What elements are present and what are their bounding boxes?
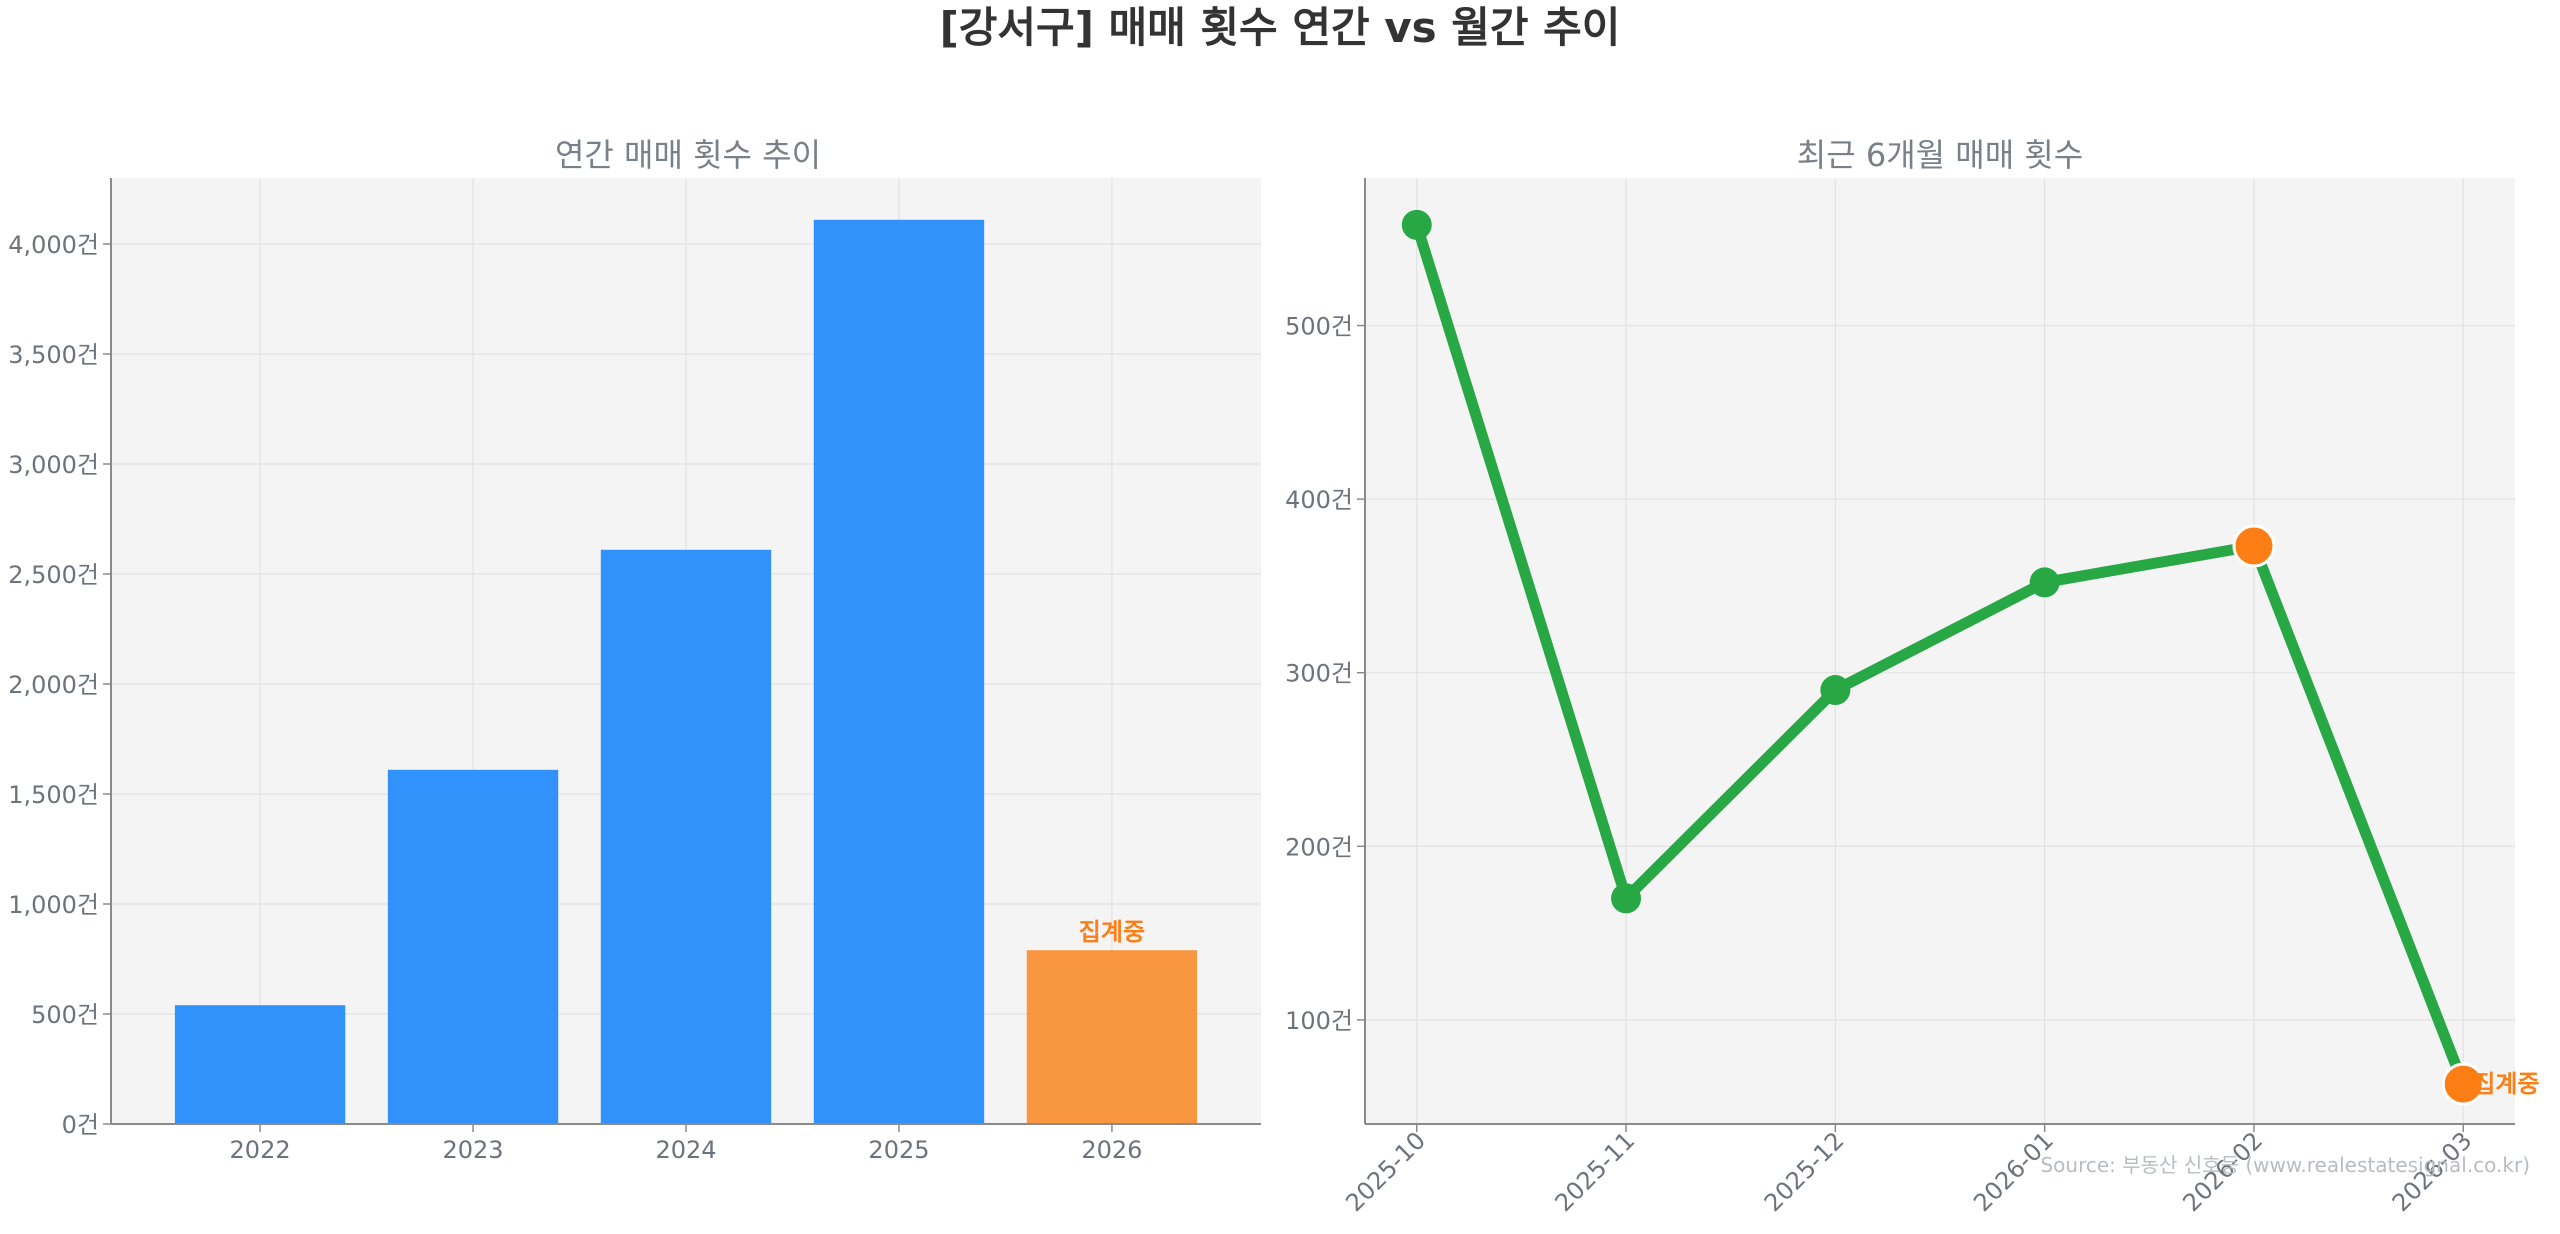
monthly-grid (1365, 178, 2515, 1124)
monthly-series-line (1411, 219, 2469, 1090)
annual-bar-2024 (600, 549, 772, 1124)
monthly-point-2026-03 (2441, 1062, 2485, 1106)
annual-y-tick-label: 500건 (31, 1001, 99, 1029)
annual-chart-title: 연간 매매 횟수 추이 (555, 136, 821, 174)
monthly-chart-title: 최근 6개월 매매 횟수 (1797, 136, 2083, 174)
monthly-y-ticks: 100건 200건 300건 400건 500건 (1285, 313, 1365, 1035)
monthly-y-tick-label: 400건 (1285, 486, 1353, 514)
annual-bar-chart: 연간 매매 횟수 추이 집계중 0건 500건 1,000건 1,500건 2,000건… (8, 136, 1261, 1164)
monthly-y-tick-label: 100건 (1285, 1007, 1353, 1035)
monthly-x-tick-label: 2025-10 (1340, 1126, 1431, 1217)
annual-y-ticks: 0건 500건 1,000건 1,500건 2,000건 2,500건 3,000건 3,50… (8, 231, 111, 1139)
figure-title: [강서구] 매매 횟수 연간 vs 월간 추이 (940, 3, 1621, 52)
monthly-point-2025-12 (1820, 675, 1851, 706)
annual-bar-2025 (813, 219, 985, 1125)
monthly-y-tick-label: 200건 (1285, 833, 1353, 861)
annual-x-tick-label: 2024 (655, 1136, 716, 1164)
monthly-line-chart: 최근 6개월 매매 횟수 집계중 100건 200건 300건 400건 500건 20… (1285, 136, 2539, 1217)
annual-bar-2026 (1026, 950, 1198, 1124)
monthly-x-tick-label: 2025-12 (1759, 1126, 1850, 1217)
monthly-series: 집계중 (1401, 209, 2540, 1106)
annual-bars: 집계중 (174, 219, 1198, 1125)
monthly-point-2025-11 (1611, 883, 1642, 914)
annual-y-tick-label: 1,500건 (8, 781, 99, 809)
monthly-point-2026-02 (2232, 524, 2276, 568)
monthly-y-tick-label: 300건 (1285, 660, 1353, 688)
annual-x-tick-label: 2026 (1081, 1136, 1142, 1164)
annual-y-tick-label: 1,000건 (8, 891, 99, 919)
annual-bar-2023 (387, 769, 559, 1124)
annual-y-tick-label: 2,500건 (8, 561, 99, 589)
annual-bar-2022 (174, 1005, 346, 1124)
annual-x-ticks: 2022 2023 2024 2025 2026 (230, 1124, 1142, 1164)
annual-partial-label: 집계중 (1079, 918, 1145, 946)
annual-x-tick-label: 2025 (868, 1136, 929, 1164)
annual-y-tick-label: 4,000건 (8, 231, 99, 259)
annual-y-tick-label: 0건 (62, 1111, 99, 1139)
annual-x-tick-label: 2022 (230, 1136, 291, 1164)
monthly-y-tick-label: 500건 (1285, 313, 1353, 341)
annual-y-tick-label: 2,000건 (8, 671, 99, 699)
annual-y-tick-label: 3,500건 (8, 341, 99, 369)
monthly-point-2026-01 (2029, 567, 2060, 598)
monthly-plot-area (1365, 178, 2515, 1124)
source-note: Source: 부동산 신호등 (www.realestatesignal.co… (2040, 1153, 2530, 1177)
monthly-x-tick-label: 2025-11 (1550, 1126, 1641, 1217)
annual-y-tick-label: 3,000건 (8, 451, 99, 479)
monthly-partial-label: 집계중 (2473, 1070, 2539, 1098)
monthly-point-2025-10 (1401, 209, 1432, 240)
annual-x-tick-label: 2023 (442, 1136, 503, 1164)
